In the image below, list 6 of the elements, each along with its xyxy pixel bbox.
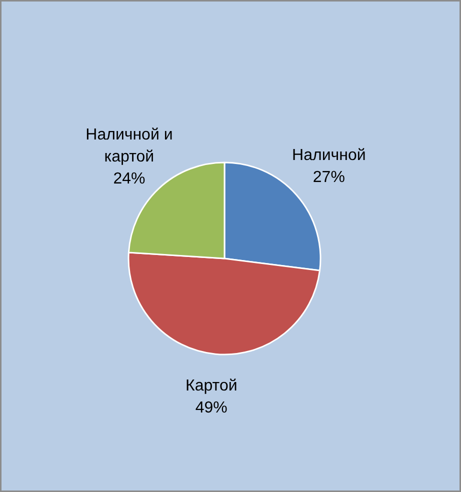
slice-label: Наличной и картой: [86, 126, 173, 166]
data-label: 24%: [113, 170, 146, 188]
slice-label: Наличной: [292, 146, 366, 164]
slice-label: Картой: [186, 378, 238, 395]
data-label: 49%: [195, 400, 228, 417]
data-label: 27%: [312, 168, 345, 186]
